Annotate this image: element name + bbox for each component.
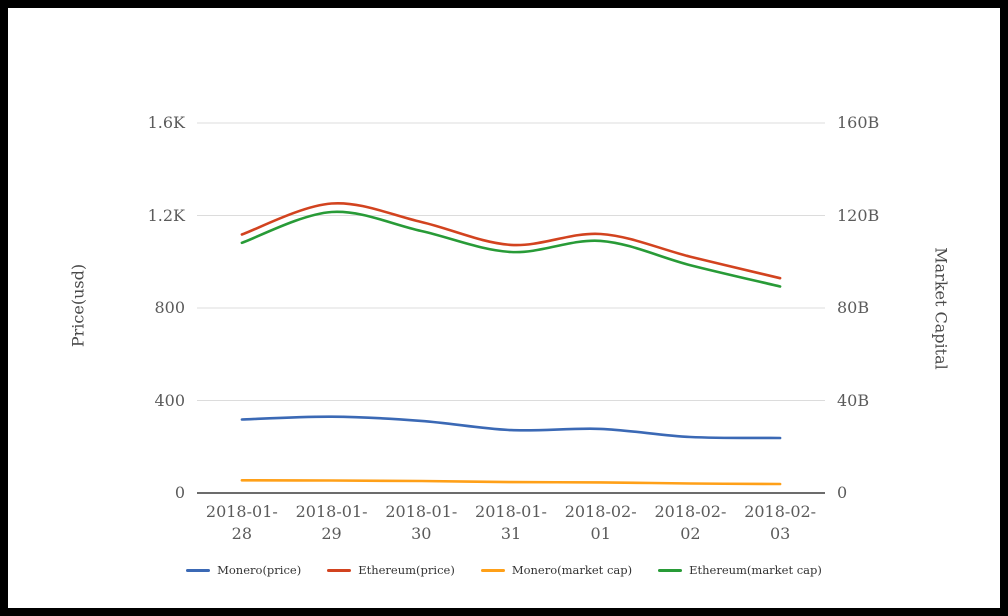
y-axis-right-tick: 160B <box>837 113 880 132</box>
legend-line-swatch <box>186 568 211 572</box>
y-axis-left-tick: 1.2K <box>147 205 185 225</box>
series-line-monero-market-cap[interactable] <box>240 479 782 486</box>
legend-label: Monero(price) <box>217 563 302 577</box>
legend-item-monero-market-cap[interactable]: Monero(market cap) <box>480 563 633 577</box>
y-axis-right-tick: 80B <box>837 298 870 317</box>
y-axis-left-tick: 400 <box>154 390 185 410</box>
y-axis-right-tick: 0 <box>837 483 848 502</box>
chart-legend: Monero(price) Ethereum(price) Monero(marke… <box>0 563 1008 577</box>
x-axis-label: 2018-01- 31 <box>475 502 547 543</box>
legend-label: Ethereum(price) <box>358 563 455 577</box>
legend-line-swatch <box>480 568 505 572</box>
legend-line-swatch <box>327 568 352 572</box>
legend-label: Ethereum(market cap) <box>689 563 822 577</box>
x-axis-label: 2018-02- 02 <box>654 502 727 543</box>
legend-item-ethereum-price[interactable]: Ethereum(price) <box>327 563 455 577</box>
y-axis-right-title: Market Capital <box>931 247 951 370</box>
series-line-ethereum-market-cap[interactable] <box>240 210 782 288</box>
series-line-ethereum-price[interactable] <box>240 202 782 280</box>
legend-item-monero-price[interactable]: Monero(price) <box>186 563 301 577</box>
x-axis-label: 2018-02- 03 <box>744 502 817 543</box>
y-axis-left-tick: 0 <box>174 483 185 502</box>
y-axis-right-tick: 40B <box>837 390 870 410</box>
x-axis-label: 2018-02- 01 <box>564 502 637 543</box>
x-axis-label: 2018-01- 29 <box>295 502 368 543</box>
series-line-monero-price[interactable] <box>240 415 782 440</box>
y-axis-left-tick: 800 <box>154 298 185 317</box>
x-axis-label: 2018-01- 30 <box>385 502 458 543</box>
legend-label: Monero(market cap) <box>511 563 633 577</box>
y-axis-left-tick: 1.6K <box>147 113 185 132</box>
legend-item-ethereum-market-cap[interactable]: Ethereum(market cap) <box>658 563 822 577</box>
x-axis-label: 2018-01- 28 <box>205 502 278 543</box>
legend-line-swatch <box>658 568 683 572</box>
y-axis-right-tick: 120B <box>837 205 880 225</box>
y-axis-left-title: Price(usd) <box>68 263 88 348</box>
